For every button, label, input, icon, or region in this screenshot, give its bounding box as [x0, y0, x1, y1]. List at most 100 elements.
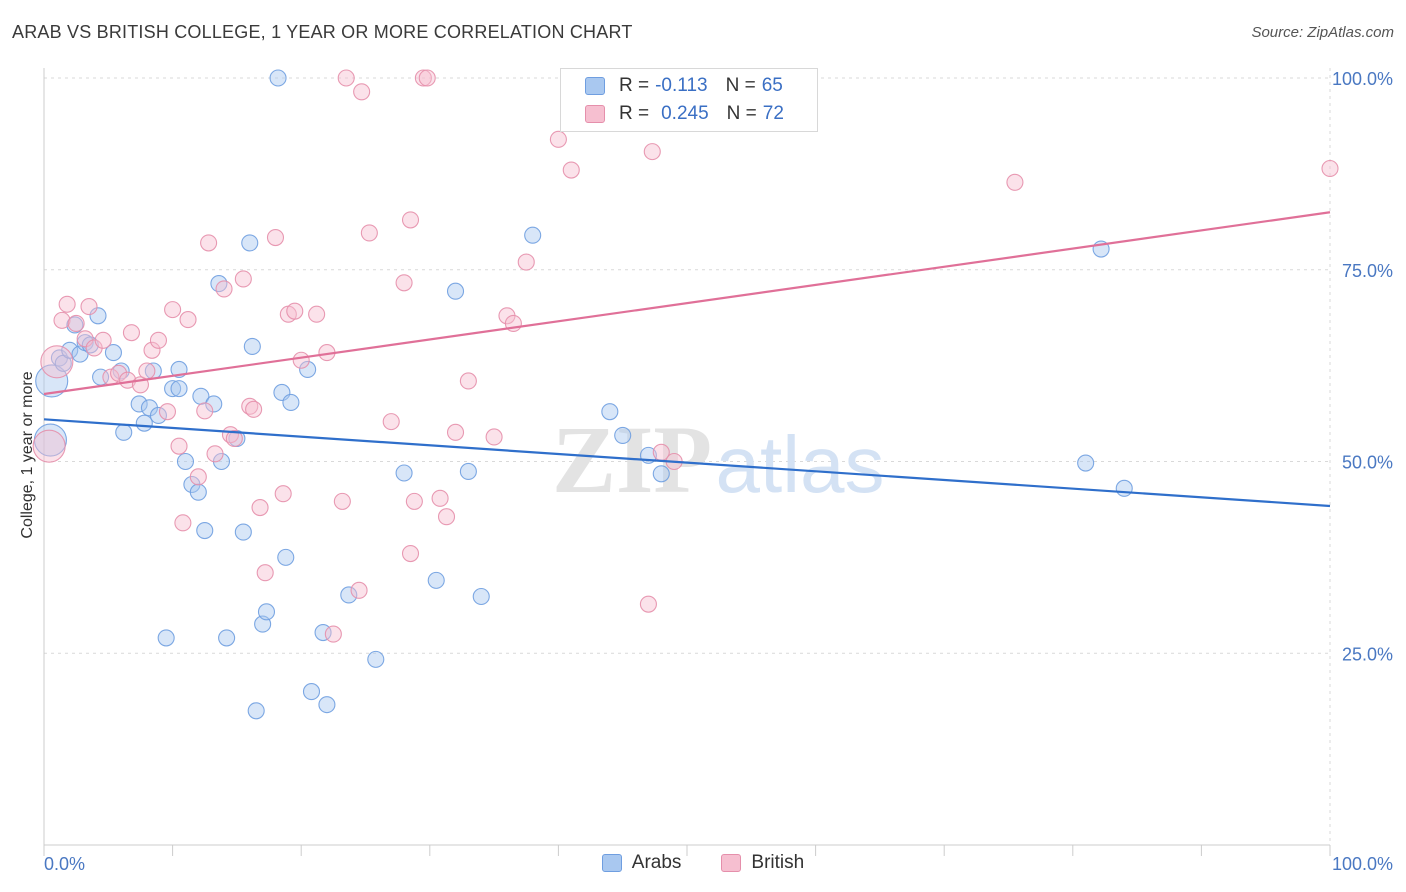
british-point [80, 298, 98, 316]
british-point [418, 69, 436, 87]
british-point [58, 295, 76, 313]
arab-point [135, 414, 153, 432]
arab-point [614, 426, 632, 444]
british-point [32, 429, 66, 463]
arab-point [367, 650, 385, 668]
correlation-legend: R = -0.113 N = 65 R = 0.245 N = 72 [560, 68, 818, 132]
tick-labels: 25.0% 50.0% 75.0% 100.0% 0.0% 100.0% [44, 69, 1393, 874]
british-point [459, 372, 477, 390]
british-point [286, 302, 304, 320]
british-point [53, 311, 71, 329]
british-point [414, 69, 432, 87]
british-point [215, 280, 233, 298]
arab-point [427, 571, 445, 589]
arab-point [210, 275, 228, 293]
legend-item-arabs[interactable]: Arabs [601, 852, 681, 874]
arab-point [282, 393, 300, 411]
legend-swatch-arabs [601, 854, 622, 872]
british-point [174, 514, 192, 532]
british-point [110, 364, 128, 382]
british-point [76, 330, 94, 348]
x-tick-label: 100.0% [1332, 854, 1393, 874]
arab-point [164, 380, 182, 398]
arab-point [269, 69, 287, 87]
arab-point [35, 364, 69, 398]
british-point [437, 508, 456, 526]
arab-point [472, 587, 490, 606]
legend-swatch-british [585, 105, 605, 123]
british-point [1006, 173, 1024, 191]
british-point [308, 305, 326, 323]
arab-point [149, 406, 168, 425]
arab-point [524, 226, 542, 244]
british-point [643, 143, 661, 161]
british-point [143, 341, 161, 359]
arab-point [243, 337, 261, 356]
british-point [395, 274, 413, 292]
arab-point [89, 307, 107, 325]
british-point [485, 428, 503, 446]
legend-n-label: N = [726, 103, 757, 124]
british-point [179, 311, 197, 329]
arab-point [104, 344, 122, 362]
legend-r-value: -0.113 [655, 75, 708, 96]
arab-trend-line [43, 418, 1331, 508]
british-point [337, 69, 355, 87]
legend-r-value: 0.245 [661, 103, 709, 124]
arab-point [157, 629, 175, 647]
arab-point [241, 234, 259, 252]
watermark-atlas: atlas [716, 420, 885, 509]
arab-point [61, 341, 79, 359]
arab-point [247, 702, 265, 720]
british-point [225, 429, 243, 448]
y-tick-label: 50.0% [1342, 453, 1393, 473]
british-point [40, 345, 74, 379]
british-point [245, 400, 263, 418]
british-point [401, 211, 420, 229]
british-point [170, 437, 188, 455]
legend-row-british: R = 0.245 N = 72 [585, 100, 784, 128]
legend-swatch-arabs [585, 77, 605, 95]
arab-point [652, 465, 670, 483]
legend-row-arabs: R = -0.113 N = 65 [585, 72, 783, 100]
arab-point [189, 483, 207, 501]
british-point [517, 253, 535, 271]
arab-point [1115, 479, 1133, 497]
y-axis-label: College, 1 year or more [19, 371, 36, 538]
arab-point [395, 464, 413, 482]
data-points [32, 69, 1339, 720]
arab-point [601, 403, 619, 421]
arab-point [205, 395, 223, 413]
legend-r-label: R = [619, 75, 650, 96]
arab-point [234, 523, 252, 541]
british-point [158, 403, 177, 421]
trend-lines [43, 211, 1331, 508]
arab-point [302, 683, 321, 701]
british-point [333, 492, 351, 510]
british-point [196, 402, 214, 420]
legend-swatch-british [721, 854, 742, 872]
british-point [446, 423, 465, 441]
y-tick-label: 75.0% [1342, 261, 1393, 281]
british-point [251, 498, 269, 517]
x-tick-label: 0.0% [44, 854, 85, 874]
arab-point [176, 452, 195, 471]
british-point [431, 489, 449, 507]
british-point [382, 413, 400, 431]
arab-point [115, 423, 133, 441]
arab-point [299, 360, 317, 379]
british-point [164, 301, 182, 319]
british-point [562, 161, 580, 179]
british-point [200, 234, 218, 252]
legend-item-british[interactable]: British [721, 852, 804, 874]
series-legend: Arabs British [0, 852, 1406, 874]
british-point [405, 492, 423, 510]
british-point [189, 468, 207, 486]
british-point [1321, 159, 1339, 178]
chart-title: ARAB VS BRITISH COLLEGE, 1 YEAR OR MORE … [12, 22, 633, 42]
arab-point [446, 282, 465, 300]
arab-point [340, 586, 358, 604]
watermark: ZIP atlas [552, 406, 885, 513]
british-point [639, 595, 657, 613]
